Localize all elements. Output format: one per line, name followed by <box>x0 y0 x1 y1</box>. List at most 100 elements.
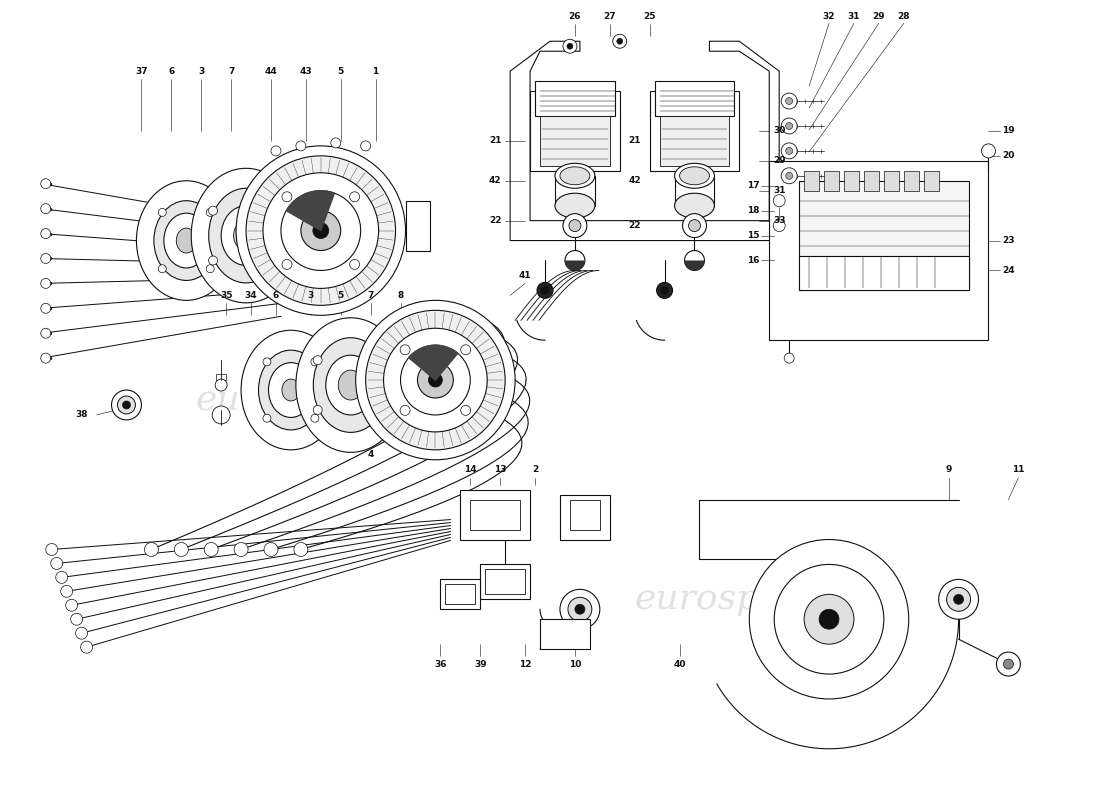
Circle shape <box>41 254 51 263</box>
Circle shape <box>661 286 669 294</box>
Circle shape <box>271 146 281 156</box>
Circle shape <box>46 543 57 555</box>
Text: 31: 31 <box>773 186 785 195</box>
Circle shape <box>781 93 798 109</box>
Circle shape <box>400 345 471 415</box>
Text: 21: 21 <box>488 137 502 146</box>
Circle shape <box>209 256 218 265</box>
Ellipse shape <box>338 370 363 400</box>
Text: 15: 15 <box>747 231 759 240</box>
Circle shape <box>785 147 793 154</box>
Circle shape <box>246 156 396 306</box>
Bar <box>446 584 475 604</box>
Circle shape <box>350 259 360 270</box>
Circle shape <box>311 358 319 366</box>
Ellipse shape <box>221 206 271 266</box>
Text: 24: 24 <box>1002 266 1014 275</box>
Text: 38: 38 <box>76 410 88 419</box>
Polygon shape <box>510 42 779 241</box>
Circle shape <box>41 328 51 338</box>
Circle shape <box>379 356 388 365</box>
Text: eurospares: eurospares <box>196 383 399 417</box>
Text: 33: 33 <box>773 216 785 225</box>
Ellipse shape <box>326 355 375 415</box>
Wedge shape <box>565 261 585 270</box>
Text: 30: 30 <box>773 126 785 135</box>
Circle shape <box>80 641 92 653</box>
Ellipse shape <box>296 318 406 452</box>
Circle shape <box>379 406 388 414</box>
Circle shape <box>312 222 329 238</box>
Circle shape <box>997 652 1021 676</box>
Circle shape <box>569 220 581 231</box>
Circle shape <box>689 220 701 231</box>
Polygon shape <box>286 190 334 230</box>
Circle shape <box>784 353 794 363</box>
Bar <box>799 181 968 290</box>
Ellipse shape <box>268 362 313 418</box>
Text: 23: 23 <box>1002 236 1014 245</box>
Circle shape <box>122 401 131 409</box>
Text: 36: 36 <box>434 659 447 669</box>
Ellipse shape <box>136 181 236 300</box>
Circle shape <box>158 265 166 273</box>
Text: 7: 7 <box>367 291 374 300</box>
Circle shape <box>400 345 410 354</box>
Ellipse shape <box>191 168 301 303</box>
Circle shape <box>537 282 553 298</box>
Text: 16: 16 <box>747 256 759 265</box>
Circle shape <box>657 282 672 298</box>
Circle shape <box>355 300 515 460</box>
Bar <box>904 170 918 190</box>
Circle shape <box>384 328 487 432</box>
Bar <box>217 374 227 380</box>
Ellipse shape <box>556 163 595 188</box>
Text: 29: 29 <box>872 12 886 21</box>
Circle shape <box>263 414 271 422</box>
Circle shape <box>41 303 51 314</box>
Text: 6: 6 <box>168 66 175 76</box>
Circle shape <box>785 98 793 105</box>
Circle shape <box>314 356 322 365</box>
Ellipse shape <box>680 167 710 185</box>
Circle shape <box>234 542 249 557</box>
Text: 7: 7 <box>228 66 234 76</box>
Circle shape <box>981 144 996 158</box>
Circle shape <box>541 286 549 294</box>
Text: 5: 5 <box>338 291 344 300</box>
Circle shape <box>209 206 218 215</box>
Text: 32: 32 <box>823 12 835 21</box>
Text: 43: 43 <box>299 66 312 76</box>
Text: 12: 12 <box>519 659 531 669</box>
Circle shape <box>749 539 909 699</box>
Text: 42: 42 <box>628 176 641 186</box>
Ellipse shape <box>282 379 300 401</box>
Bar <box>570 500 600 530</box>
Circle shape <box>216 379 227 391</box>
Bar <box>924 170 938 190</box>
Text: 6: 6 <box>273 291 279 300</box>
Bar <box>540 116 609 166</box>
Circle shape <box>938 579 979 619</box>
Circle shape <box>70 614 82 626</box>
Text: 13: 13 <box>494 466 506 474</box>
Bar <box>471 500 520 530</box>
Ellipse shape <box>241 330 341 450</box>
Bar <box>804 170 820 190</box>
Circle shape <box>418 362 453 398</box>
Bar <box>769 161 989 340</box>
Circle shape <box>296 141 306 151</box>
Circle shape <box>568 598 592 622</box>
Text: 39: 39 <box>474 659 486 669</box>
Circle shape <box>118 396 135 414</box>
Bar <box>535 81 615 116</box>
Circle shape <box>41 229 51 238</box>
Circle shape <box>947 587 970 611</box>
Text: 19: 19 <box>1002 126 1014 135</box>
Circle shape <box>41 278 51 288</box>
Circle shape <box>461 406 471 415</box>
Circle shape <box>565 250 585 270</box>
Bar <box>654 81 735 116</box>
Bar <box>824 170 839 190</box>
Ellipse shape <box>560 167 590 185</box>
